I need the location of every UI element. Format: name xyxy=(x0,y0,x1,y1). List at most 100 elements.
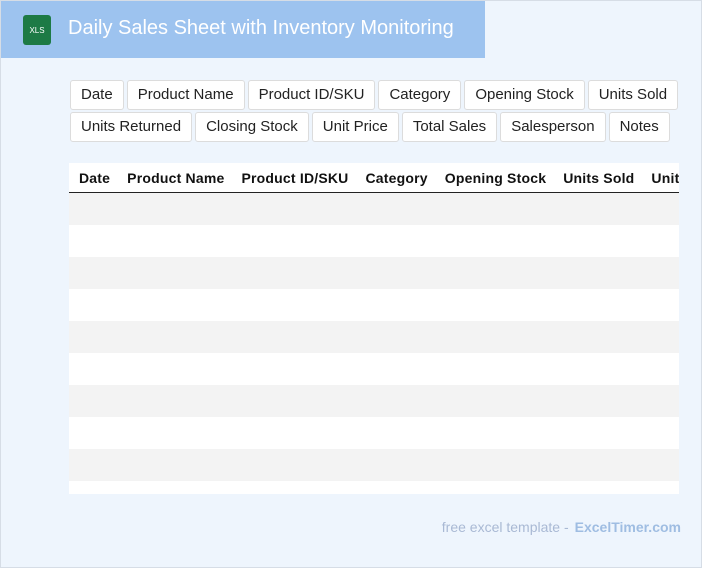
field-chip[interactable]: Product ID/SKU xyxy=(247,80,376,110)
table-cell xyxy=(434,192,554,225)
table-cell xyxy=(117,192,232,225)
table-cell xyxy=(435,353,553,385)
table-cell xyxy=(231,449,356,481)
table-cell xyxy=(231,481,355,494)
table-cell xyxy=(553,321,642,353)
chip-row: Units Returned Closing Stock Unit Price Tot… xyxy=(70,112,670,142)
field-chip[interactable]: Date xyxy=(70,80,124,110)
table-cell xyxy=(553,192,642,225)
footer-text: free excel template - xyxy=(441,519,569,535)
table-cell xyxy=(117,353,231,385)
column-header: Product Name xyxy=(117,163,232,193)
table-cell xyxy=(434,385,554,417)
field-chip[interactable]: Product Name xyxy=(126,80,245,110)
table-cell xyxy=(434,449,554,481)
table-cell xyxy=(355,321,435,353)
table-row xyxy=(69,225,679,257)
table-cell xyxy=(641,353,679,385)
table-cell xyxy=(231,417,355,449)
footer-link[interactable]: ExcelTimer.com xyxy=(574,519,681,535)
table-cell xyxy=(355,257,435,289)
table-cell xyxy=(553,225,641,257)
table-cell xyxy=(356,225,435,257)
table-cell xyxy=(117,321,232,353)
table-cell xyxy=(231,192,356,225)
table-cell xyxy=(69,481,117,494)
table-row xyxy=(69,192,679,225)
header-row: Date Product Name Product ID/SKU Category Op… xyxy=(69,163,679,193)
table-cell xyxy=(641,417,679,449)
table-cell xyxy=(69,257,118,289)
table-cell xyxy=(117,417,231,449)
table-cell xyxy=(356,481,435,494)
table-cell xyxy=(434,321,554,353)
table-cell xyxy=(355,449,435,481)
table-cell xyxy=(641,225,679,257)
table-cell xyxy=(435,417,553,449)
table-cell xyxy=(435,481,553,494)
field-chip[interactable]: Opening Stock xyxy=(464,80,585,110)
table-cell xyxy=(641,289,679,321)
field-chip[interactable]: Salesperson xyxy=(500,112,606,142)
table-cell xyxy=(641,481,679,494)
table-row xyxy=(69,353,679,385)
table-cell xyxy=(355,192,435,225)
column-header: Date xyxy=(69,163,118,193)
footer: free excel template - ExcelTimer.com xyxy=(442,519,681,535)
table-cell xyxy=(117,289,231,321)
table-cell xyxy=(69,289,117,321)
table-cell xyxy=(117,225,231,257)
field-chip[interactable]: Units Sold xyxy=(587,80,679,110)
table-row xyxy=(69,385,679,417)
table-cell xyxy=(231,321,356,353)
table-cell xyxy=(553,417,641,449)
field-chip[interactable]: Unit Price xyxy=(311,112,399,142)
table-cell xyxy=(69,449,118,481)
field-chip[interactable]: Category xyxy=(378,80,462,110)
chip-row: Date Product Name Product ID/SKU Category Op… xyxy=(70,80,679,110)
table-cell xyxy=(231,257,356,289)
column-header: Category xyxy=(355,163,435,193)
table-cell xyxy=(69,353,117,385)
table-cell xyxy=(553,353,641,385)
table-row xyxy=(69,257,679,289)
field-chip[interactable]: Total Sales xyxy=(401,112,498,142)
table-cell xyxy=(435,225,553,257)
title: Daily Sales Sheet with Inventory Monitor… xyxy=(68,17,454,39)
table-cell xyxy=(231,385,356,417)
table-cell xyxy=(641,321,679,353)
table-cell xyxy=(69,417,117,449)
table-cell xyxy=(553,481,641,494)
table-cell xyxy=(355,385,435,417)
table-cell xyxy=(356,353,435,385)
table-cell xyxy=(69,225,117,257)
table-cell xyxy=(69,321,118,353)
table-cell xyxy=(117,449,232,481)
table: Date Product Name Product ID/SKU Category Op… xyxy=(69,163,679,494)
field-chip[interactable]: Units Returned xyxy=(70,112,193,142)
table-cell xyxy=(641,449,679,481)
table-cell xyxy=(553,385,642,417)
column-header: Opening Stock xyxy=(434,163,554,193)
table-row xyxy=(69,449,679,481)
table-cell xyxy=(231,353,355,385)
column-header: Units Returned xyxy=(641,163,679,193)
table-cell xyxy=(641,385,679,417)
field-chip[interactable]: Notes xyxy=(608,112,670,142)
table-cell xyxy=(231,289,355,321)
column-header: Units Sold xyxy=(553,163,642,193)
table-cell xyxy=(117,481,231,494)
file-icon: XLS xyxy=(23,15,51,45)
table-cell xyxy=(69,192,118,225)
table-cell xyxy=(356,417,435,449)
field-chip[interactable]: Closing Stock xyxy=(195,112,309,142)
table-row xyxy=(69,481,679,494)
table-cell xyxy=(553,449,642,481)
table-row xyxy=(69,417,679,449)
table-row xyxy=(69,289,679,321)
table-cell xyxy=(117,257,232,289)
table-cell xyxy=(69,385,118,417)
table-cell xyxy=(641,192,679,225)
table-cell xyxy=(117,385,232,417)
